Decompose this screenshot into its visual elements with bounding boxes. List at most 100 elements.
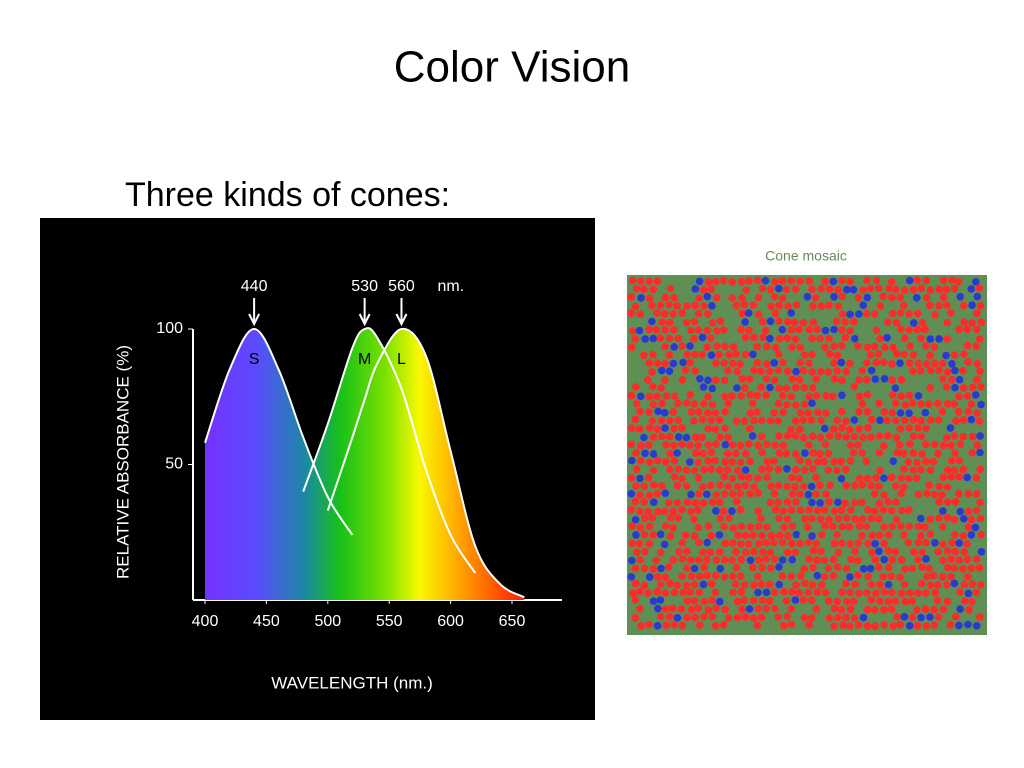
cone xyxy=(843,597,851,606)
cone xyxy=(931,311,939,319)
cone xyxy=(665,334,674,343)
cone xyxy=(959,449,968,458)
cone xyxy=(737,588,746,596)
cone xyxy=(863,407,872,416)
cone xyxy=(724,613,733,622)
cone xyxy=(627,407,636,416)
cone xyxy=(887,605,896,613)
cone xyxy=(666,450,674,458)
cone xyxy=(649,400,658,409)
cone xyxy=(801,400,809,409)
cone xyxy=(963,456,972,465)
cone xyxy=(934,449,942,458)
cone xyxy=(812,605,821,613)
cone xyxy=(900,317,909,326)
cone xyxy=(707,448,716,457)
cone xyxy=(905,359,914,368)
cone xyxy=(645,359,654,367)
cone xyxy=(653,588,662,596)
cone xyxy=(859,301,867,310)
cone xyxy=(804,409,812,417)
cone xyxy=(652,326,661,334)
cone xyxy=(870,490,879,498)
cone xyxy=(896,409,905,417)
cone xyxy=(858,449,866,457)
cone xyxy=(842,367,850,376)
cone xyxy=(750,333,758,342)
cone xyxy=(675,284,683,293)
cone xyxy=(679,325,687,334)
cone xyxy=(637,277,645,285)
cone xyxy=(901,498,910,507)
cone xyxy=(778,556,787,564)
cone xyxy=(732,497,741,506)
cone xyxy=(758,531,766,540)
cone xyxy=(704,278,713,286)
cone xyxy=(691,482,700,491)
cone xyxy=(805,343,813,352)
cone xyxy=(854,360,862,368)
cone xyxy=(926,384,935,392)
cone xyxy=(909,351,918,359)
cone xyxy=(792,401,800,409)
cone xyxy=(796,523,805,531)
cone xyxy=(692,433,700,442)
cone xyxy=(951,612,960,621)
cone xyxy=(923,489,931,498)
cone xyxy=(799,285,808,294)
cone xyxy=(855,589,863,597)
cone xyxy=(790,318,799,327)
cone xyxy=(644,507,652,516)
series-label: S xyxy=(249,351,260,368)
cone xyxy=(653,490,662,498)
cone xyxy=(939,375,947,383)
cone xyxy=(753,408,761,416)
cone xyxy=(801,449,809,457)
cone xyxy=(876,466,884,475)
cone xyxy=(633,367,641,375)
cone xyxy=(801,499,809,508)
cone xyxy=(749,450,757,458)
cone xyxy=(891,399,900,408)
cone xyxy=(885,531,893,539)
cone xyxy=(816,465,824,474)
cone xyxy=(678,294,687,302)
cone xyxy=(653,572,662,581)
cone xyxy=(738,425,746,433)
cone xyxy=(846,376,855,384)
cone xyxy=(757,300,766,309)
cone xyxy=(951,366,959,375)
cone xyxy=(960,350,968,358)
cone xyxy=(749,384,758,393)
cone xyxy=(658,432,666,441)
cone xyxy=(648,368,656,376)
cone xyxy=(804,523,812,531)
cone xyxy=(766,564,775,572)
cone xyxy=(812,490,820,499)
cone xyxy=(766,334,774,343)
cone xyxy=(830,604,839,613)
cone xyxy=(948,524,956,532)
cone xyxy=(884,613,893,621)
cone xyxy=(637,358,645,367)
cone xyxy=(765,514,774,522)
cone xyxy=(950,579,959,588)
cone xyxy=(649,285,658,294)
cone xyxy=(673,384,682,392)
cone xyxy=(858,317,867,326)
cone xyxy=(805,309,813,317)
cone xyxy=(796,456,804,465)
cone xyxy=(736,458,745,467)
cone xyxy=(914,490,923,499)
cone xyxy=(795,375,804,384)
cone xyxy=(805,555,813,563)
cone xyxy=(863,293,872,302)
cone xyxy=(635,425,644,433)
cone xyxy=(725,383,733,392)
cone xyxy=(745,375,754,383)
cone xyxy=(657,416,666,425)
cone xyxy=(833,416,841,425)
cone xyxy=(645,620,653,629)
cone xyxy=(683,384,691,392)
